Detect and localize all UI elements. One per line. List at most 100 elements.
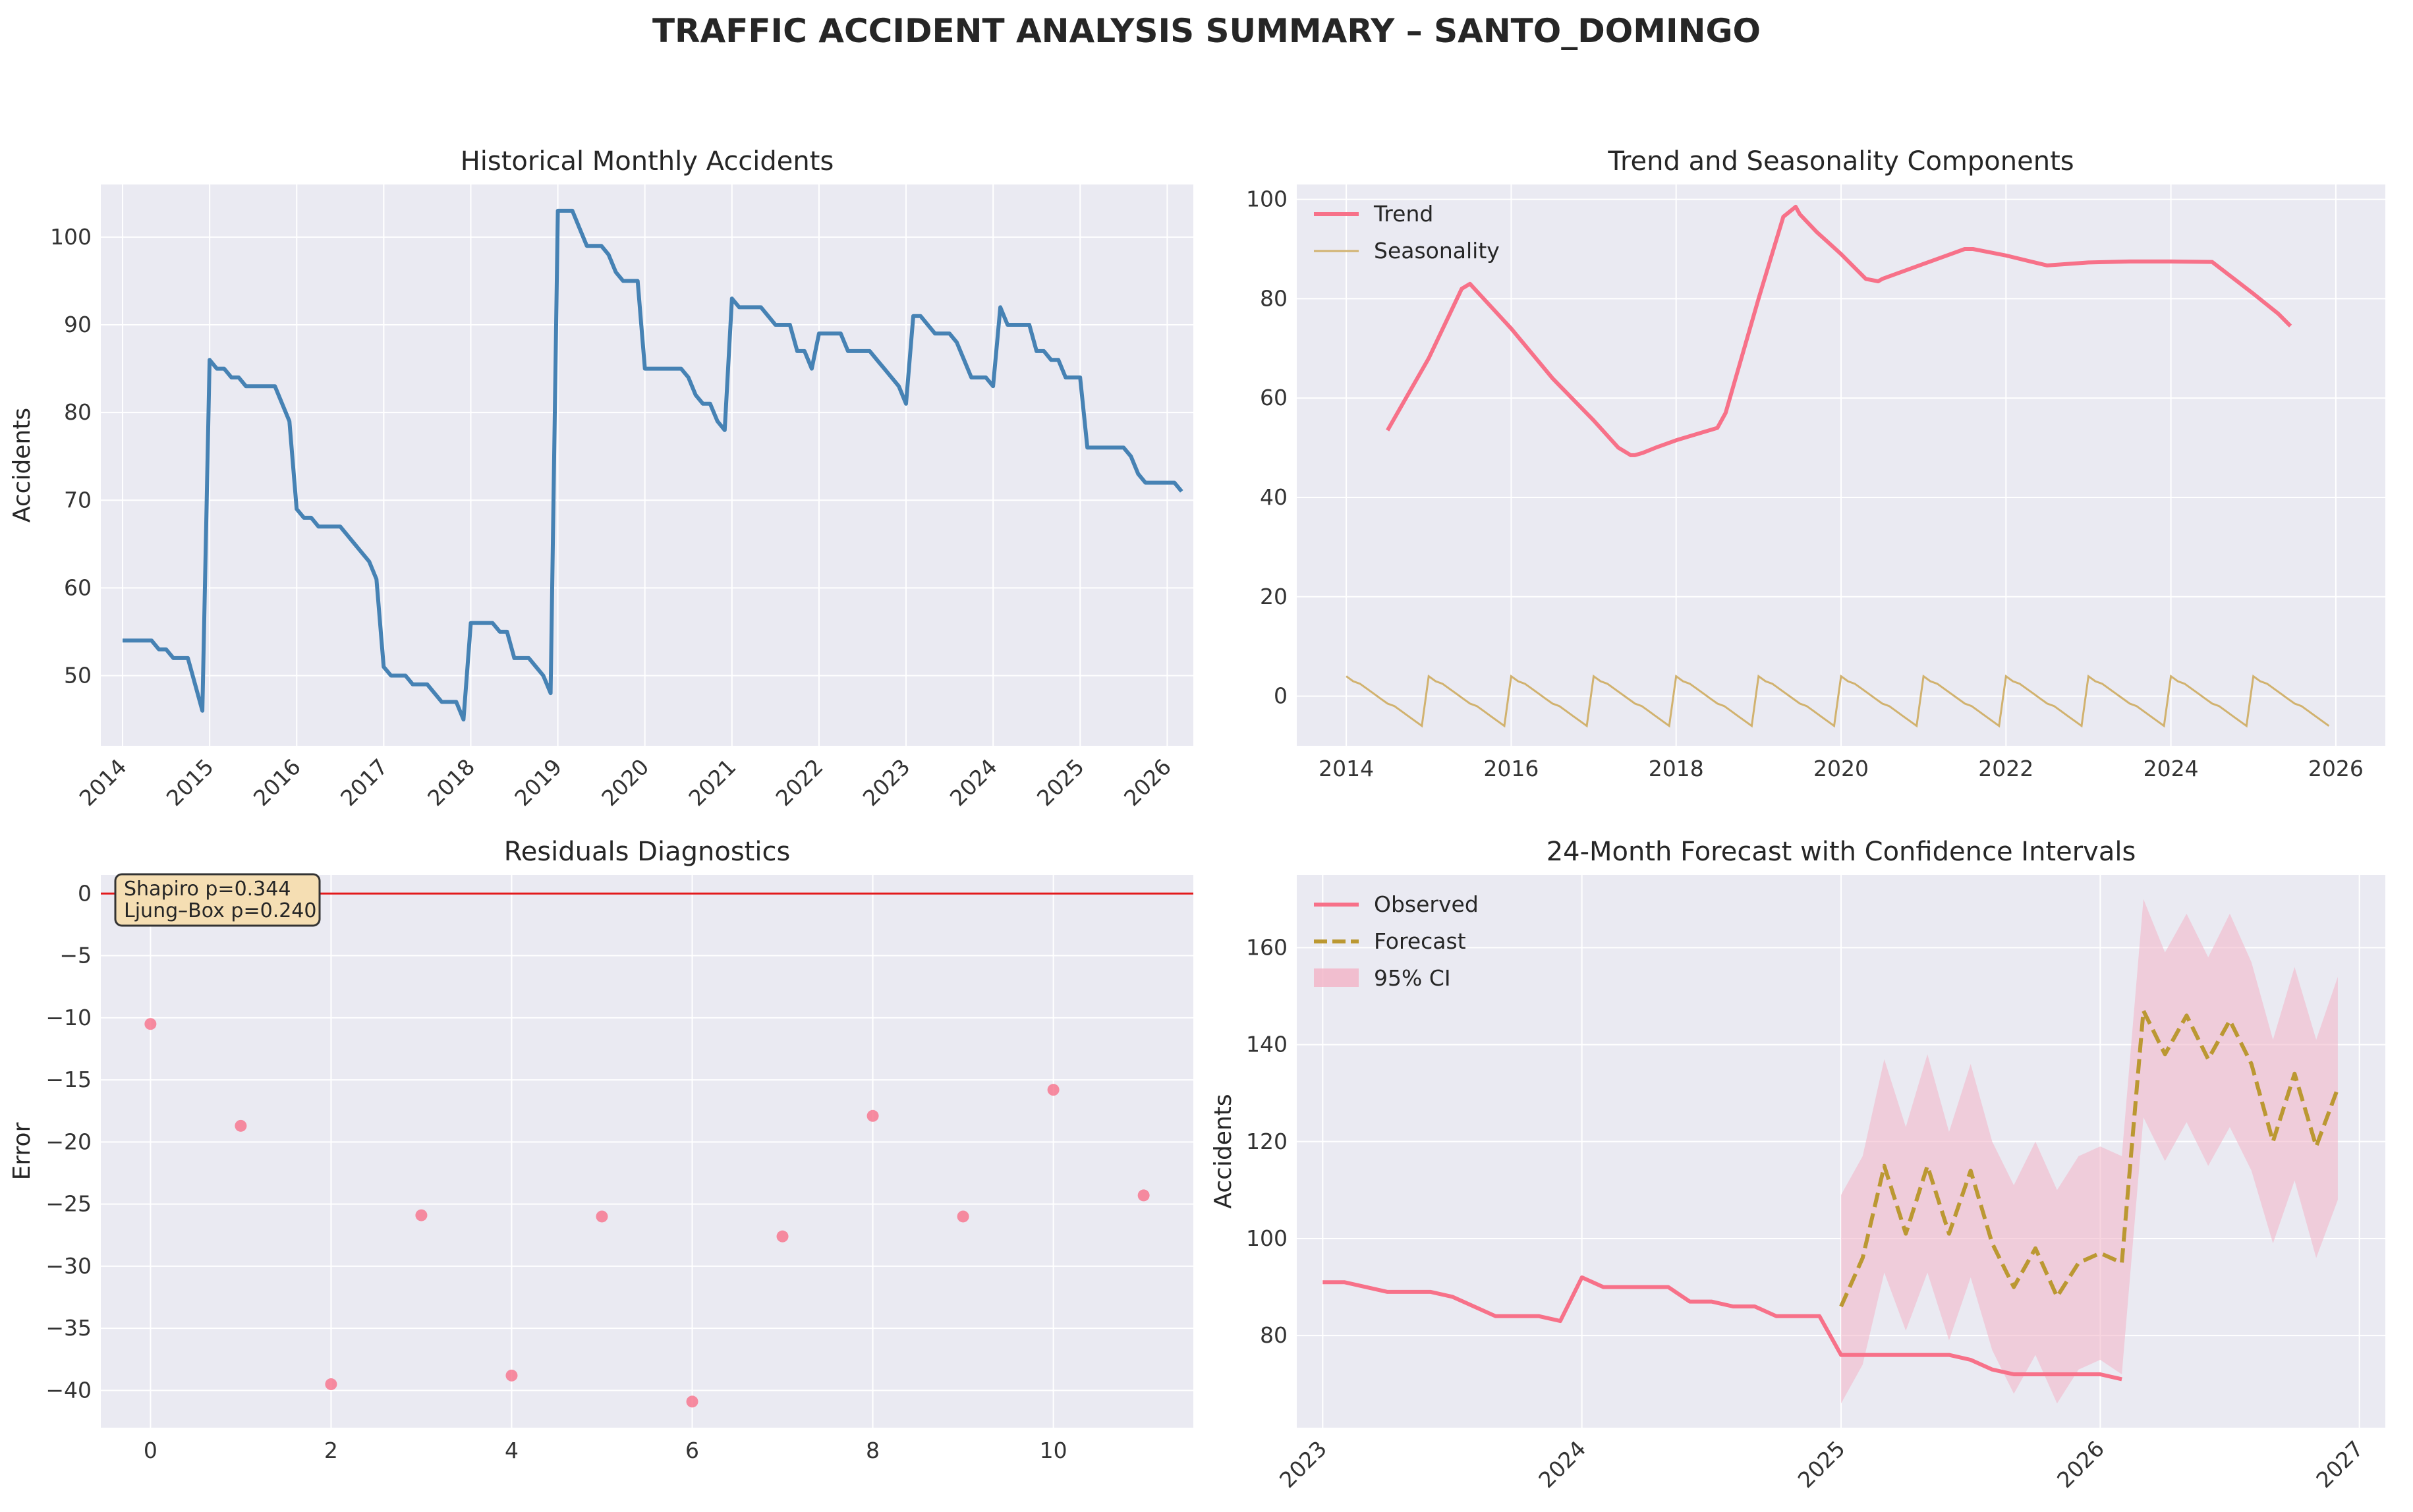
residual-point — [957, 1210, 969, 1223]
residual-point — [1137, 1189, 1150, 1202]
y-tick-label: 50 — [64, 663, 92, 688]
y-tick-label: 140 — [1246, 1032, 1288, 1057]
y-tick-label: −20 — [45, 1129, 92, 1154]
residuals-diagnostics-chart: Residuals Diagnostics 0 2 4 6 8 10 0 −5 −10 −15 −20… — [9, 837, 1193, 1463]
y-tick-label: 70 — [64, 487, 92, 513]
historical-accidents-line — [123, 208, 1183, 722]
y-axis-label: Accidents — [1210, 1094, 1237, 1208]
residual-point — [596, 1210, 608, 1223]
seasonality-line — [1346, 674, 2330, 728]
y-tick-label: 80 — [64, 399, 92, 425]
x-tick-label: 2024 — [2143, 756, 2199, 781]
x-tick-label: 2018 — [1649, 756, 1704, 781]
y-tick-label: 100 — [1246, 186, 1288, 212]
x-tick-label: 2019 — [509, 754, 567, 811]
annotation-box — [114, 873, 321, 927]
y-tick-label: 0 — [1274, 683, 1288, 709]
x-tick-label: 2023 — [1274, 1436, 1332, 1493]
trend-seasonality-chart: Trend and Seasonality Components 2014 2016… — [1246, 146, 2385, 781]
residual-point — [235, 1119, 247, 1132]
residual-point — [866, 1109, 879, 1122]
residual-point — [505, 1369, 518, 1382]
legend-label-forecast: Forecast — [1374, 928, 1466, 954]
y-tick-label: −25 — [45, 1191, 92, 1217]
y-tick-label: 0 — [78, 880, 92, 906]
chart-title: Trend and Seasonality Components — [1607, 146, 2074, 177]
legend-swatch-ci — [1314, 968, 1359, 987]
x-tick-label: 2020 — [1813, 756, 1869, 781]
x-tick-label: 2022 — [1978, 756, 2033, 781]
residual-point — [776, 1230, 789, 1243]
x-tick-label: 2016 — [248, 754, 306, 811]
y-tick-label: 120 — [1246, 1129, 1288, 1154]
x-tick-label: 4 — [505, 1438, 519, 1463]
annotation-shapiro: Shapiro p=0.344 — [124, 878, 291, 901]
plot-area — [101, 875, 1193, 1428]
y-tick-label: 60 — [64, 574, 92, 600]
y-tick-label: 80 — [1260, 285, 1288, 311]
legend-label-seasonality: Seasonality — [1374, 238, 1500, 264]
x-tick-label: 2026 — [1119, 754, 1176, 811]
x-tick-label: 2 — [324, 1438, 338, 1463]
y-tick-label: 100 — [50, 224, 92, 250]
y-tick-label: 20 — [1260, 584, 1288, 609]
y-tick-label: 160 — [1246, 934, 1288, 960]
chart-title: Residuals Diagnostics — [504, 837, 791, 867]
residual-point — [325, 1378, 337, 1391]
legend-label-observed: Observed — [1374, 891, 1479, 917]
x-tick-label: 2027 — [2311, 1436, 2368, 1493]
y-tick-label: 40 — [1260, 484, 1288, 510]
y-tick-label: 60 — [1260, 385, 1288, 410]
forecast-chart: 24-Month Forecast with Confidence Interv… — [1210, 837, 2385, 1493]
y-tick-label: −35 — [45, 1315, 92, 1341]
x-tick-label: 2018 — [422, 754, 480, 811]
observed-line — [1322, 1275, 2122, 1382]
figure-title: TRAFFIC ACCIDENT ANALYSIS SUMMARY – SANT… — [652, 12, 1761, 50]
residual-point — [686, 1395, 698, 1408]
x-tick-label: 2024 — [945, 754, 1002, 811]
legend: Trend Seasonality — [1314, 201, 1500, 264]
x-tick-label: 2026 — [2308, 756, 2364, 781]
chart-title: Historical Monthly Accidents — [461, 146, 834, 177]
residual-point — [1047, 1084, 1060, 1096]
historical-accidents-chart: Historical Monthly Accidents 2014 2015 2016… — [9, 146, 1193, 811]
x-tick-label: 2021 — [684, 754, 741, 811]
x-tick-label: 2023 — [858, 754, 915, 811]
y-axis-label: Accidents — [9, 408, 36, 522]
legend-label-trend: Trend — [1373, 201, 1433, 227]
x-tick-label: 2016 — [1483, 756, 1539, 781]
x-tick-label: 2020 — [596, 754, 654, 811]
y-tick-label: −5 — [59, 943, 92, 968]
y-tick-label: −30 — [45, 1253, 92, 1279]
x-tick-label: 2014 — [1319, 756, 1374, 781]
x-tick-label: 2026 — [2052, 1436, 2109, 1493]
y-axis-label: Error — [9, 1122, 36, 1180]
x-tick-label: 8 — [866, 1438, 880, 1463]
x-tick-label: 2017 — [335, 754, 393, 811]
legend: Observed Forecast 95% CI — [1314, 891, 1479, 991]
x-tick-label: 2025 — [1793, 1436, 1850, 1493]
y-tick-label: −40 — [45, 1377, 92, 1403]
annotation-ljung-box: Ljung–Box p=0.240 — [124, 899, 317, 922]
y-tick-label: −10 — [45, 1005, 92, 1030]
x-tick-label: 0 — [144, 1438, 157, 1463]
x-tick-label: 2015 — [161, 754, 219, 811]
forecast-line — [1839, 1009, 2340, 1308]
trend-line — [1386, 204, 2292, 457]
y-tick-label: −15 — [45, 1067, 92, 1092]
y-tick-label: 90 — [64, 312, 92, 337]
x-tick-label: 10 — [1040, 1438, 1067, 1463]
x-tick-label: 6 — [685, 1438, 699, 1463]
plot-area — [101, 184, 1193, 746]
y-tick-label: 80 — [1260, 1322, 1288, 1348]
confidence-band — [1841, 899, 2338, 1404]
x-tick-label: 2024 — [1533, 1436, 1591, 1493]
residual-point — [144, 1018, 157, 1030]
x-tick-label: 2014 — [74, 754, 132, 811]
x-tick-label: 2025 — [1032, 754, 1089, 811]
legend-label-ci: 95% CI — [1374, 965, 1451, 991]
y-tick-label: 100 — [1246, 1225, 1288, 1251]
chart-title: 24-Month Forecast with Confidence Interv… — [1547, 837, 2136, 867]
residual-point — [415, 1209, 428, 1221]
